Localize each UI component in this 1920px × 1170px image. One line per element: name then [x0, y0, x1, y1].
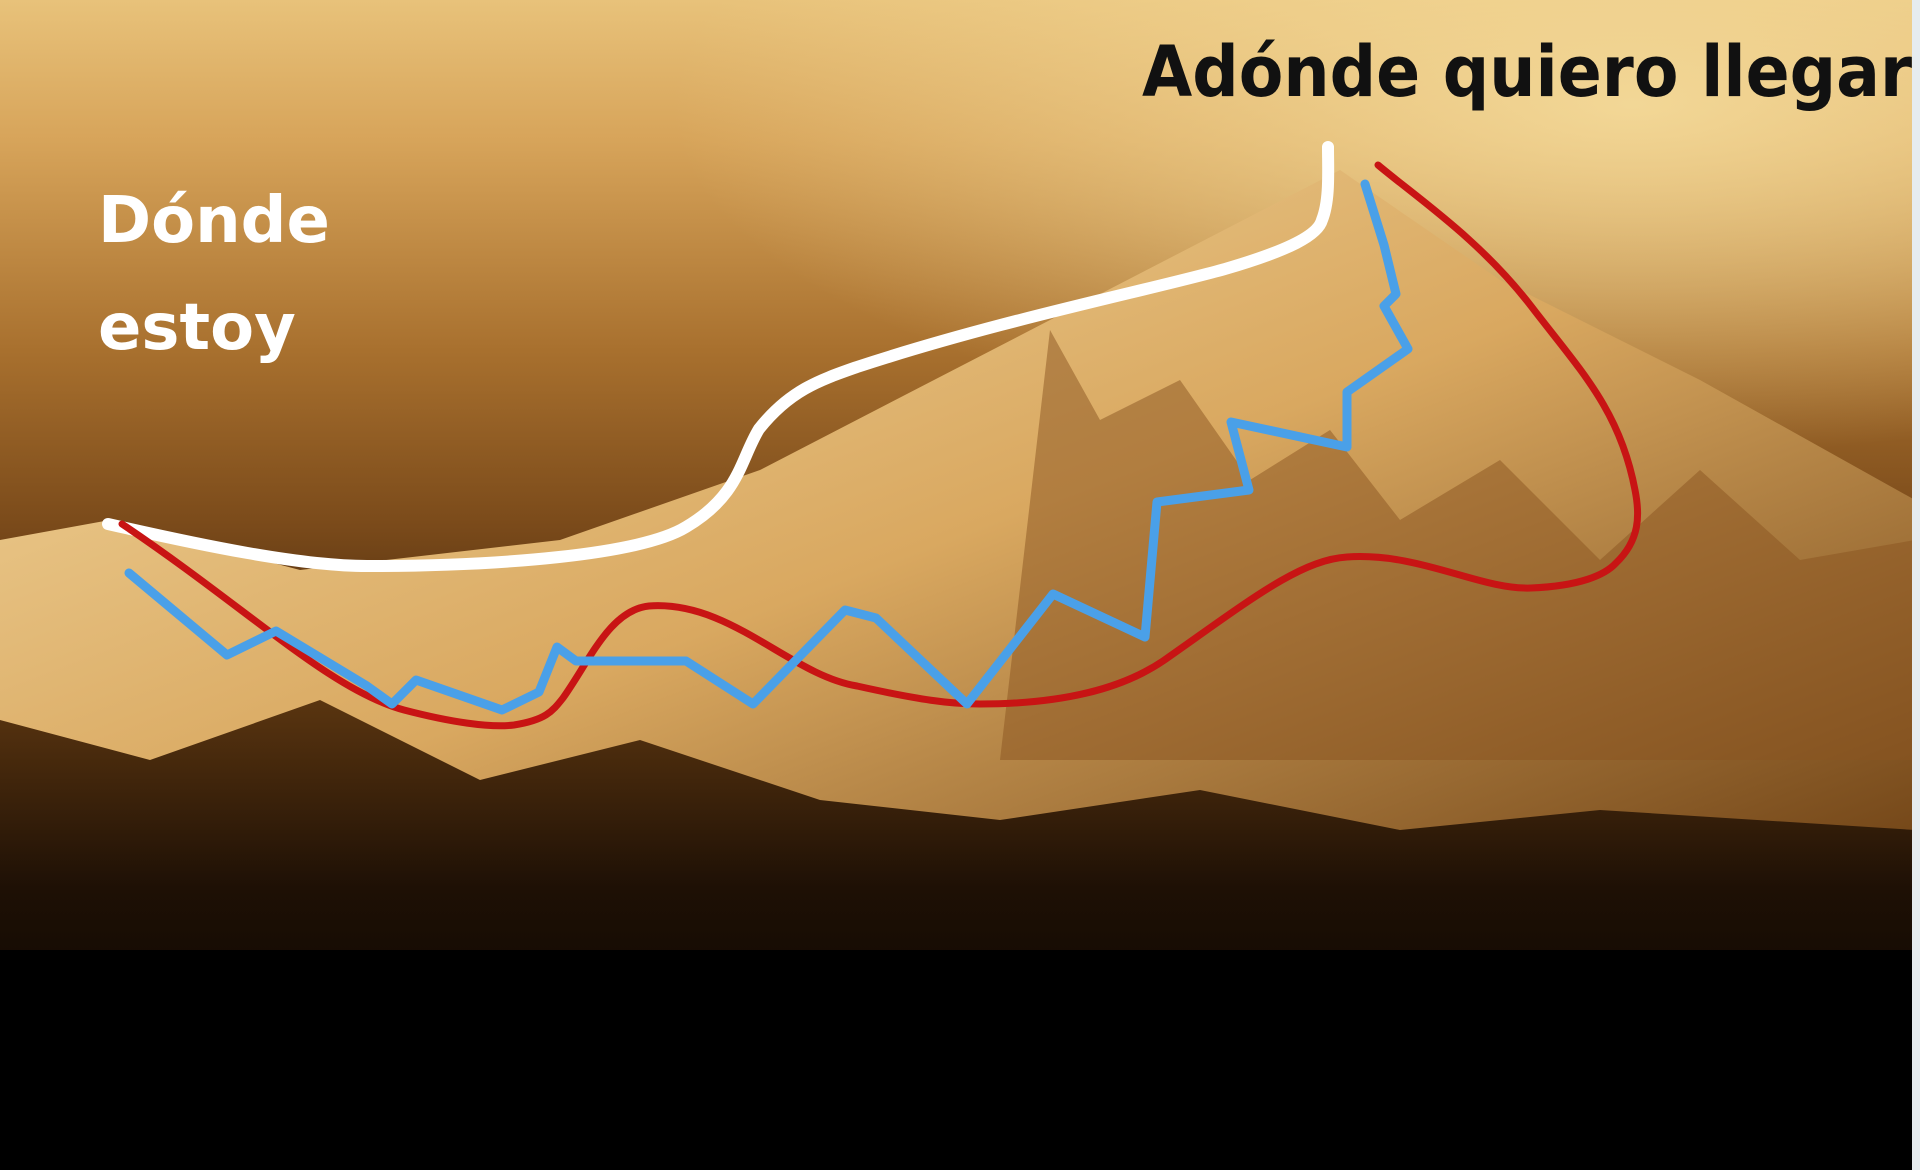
planned-path — [118, 161, 1642, 730]
start-label: Dónde — [98, 184, 330, 258]
real-path — [124, 179, 1413, 715]
dark-ground — [0, 950, 1920, 1170]
start-label: estoy — [98, 291, 296, 365]
desired-path — [102, 141, 1335, 573]
goal-label: Adónde quiero llegar — [1142, 31, 1912, 113]
mountain-shadow — [1000, 330, 1915, 760]
right-edge — [1912, 0, 1920, 1170]
